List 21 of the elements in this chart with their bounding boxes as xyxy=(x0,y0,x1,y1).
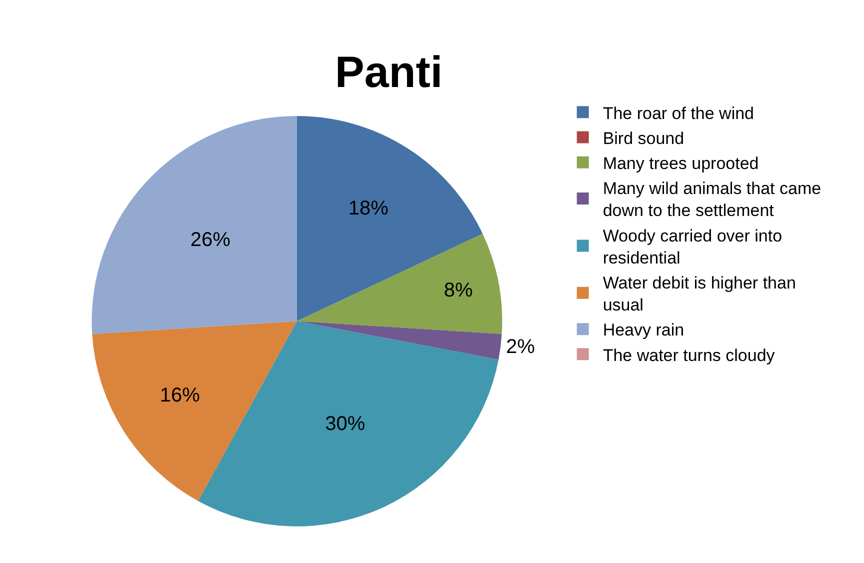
legend-label: Woody carried over into residential xyxy=(602,226,782,268)
pie-slice xyxy=(296,321,502,360)
pie-slice xyxy=(296,116,483,322)
pie-slice xyxy=(92,116,297,334)
legend-label: The water turns cloudy xyxy=(602,346,776,365)
legend-label: Heavy rain xyxy=(602,320,684,340)
legend-label: The roar of the wind xyxy=(602,104,754,123)
pie-slice xyxy=(92,321,297,501)
pie-slice xyxy=(296,234,502,334)
legend-label: Water debit is higher than usual xyxy=(602,274,796,315)
data-label: 26% xyxy=(190,228,231,251)
data-label: 16% xyxy=(160,384,200,406)
data-label: 8% xyxy=(444,279,473,302)
data-label: 2% xyxy=(506,336,536,358)
legend-label: Many wild animals that came down to the settlement xyxy=(602,179,822,220)
chart-title: Panti xyxy=(335,48,443,98)
data-label: 18% xyxy=(348,197,389,220)
legend-label: Many trees uprooted xyxy=(602,154,759,173)
pie-slice xyxy=(198,321,499,526)
legend-label: Bird sound xyxy=(602,128,684,148)
data-label: 30% xyxy=(325,412,366,435)
